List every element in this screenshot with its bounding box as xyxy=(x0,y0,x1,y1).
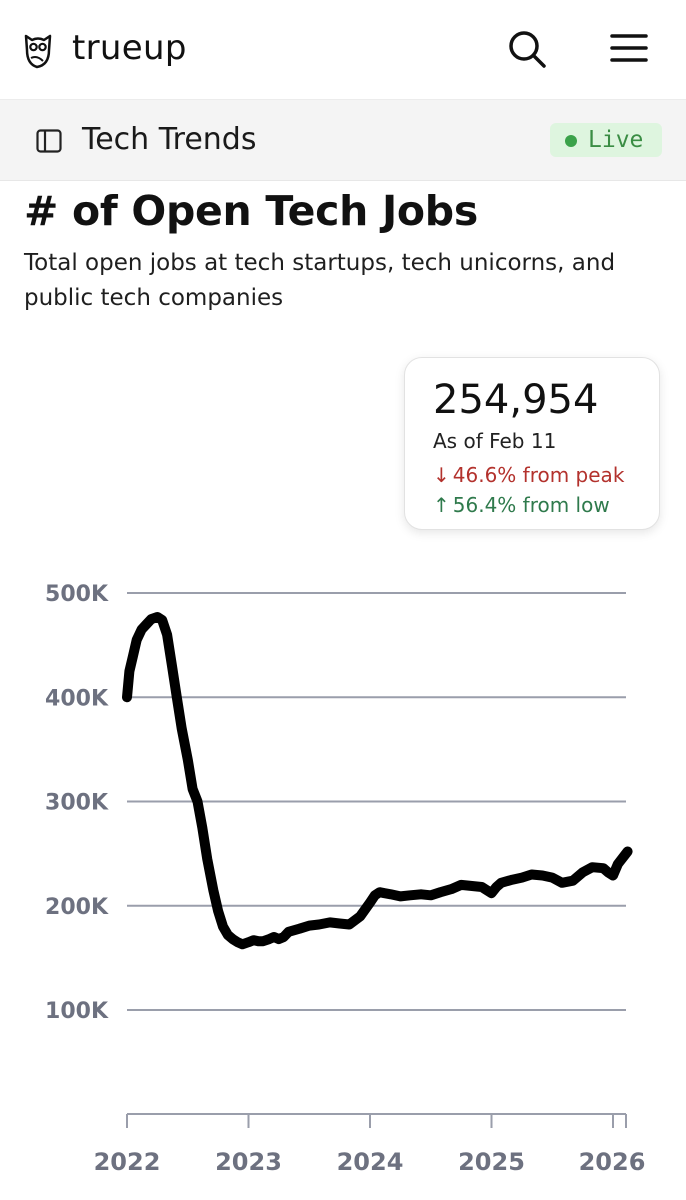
current-value-card: 254,954 As of Feb 11 ↓ 46.6% from peak ↑ 5… xyxy=(404,357,660,530)
current-open-jobs-value: 254,954 xyxy=(433,377,599,423)
hamburger-menu-icon[interactable] xyxy=(610,32,648,64)
x-tick-label: 2025 xyxy=(458,1148,525,1176)
change-from-low: ↑ 56.4% from low xyxy=(433,492,610,518)
arrow-up-icon: ↑ xyxy=(433,493,450,517)
open-jobs-series-line xyxy=(122,612,633,950)
live-dot-icon xyxy=(565,135,577,147)
change-from-peak: ↓ 46.6% from peak xyxy=(433,462,624,488)
y-tick-label: 200K xyxy=(45,895,109,920)
x-tick-label: 2024 xyxy=(337,1148,404,1176)
live-label: Live xyxy=(588,127,644,153)
sidebar-panel-icon[interactable] xyxy=(36,129,62,153)
change-from-low-text: 56.4% from low xyxy=(452,493,610,517)
top-navigation-bar: trueup xyxy=(0,0,686,100)
page-title: # of Open Tech Jobs xyxy=(24,187,478,235)
x-tick-label: 2023 xyxy=(215,1148,282,1176)
live-status-badge: Live xyxy=(550,123,662,157)
y-tick-label: 300K xyxy=(45,791,109,816)
x-tick-label: 2022 xyxy=(94,1148,161,1176)
arrow-down-icon: ↓ xyxy=(433,463,450,487)
search-icon[interactable] xyxy=(506,28,548,70)
change-from-peak-text: 46.6% from peak xyxy=(452,463,625,487)
y-tick-label: 500K xyxy=(45,582,109,607)
y-tick-label: 100K xyxy=(45,999,109,1024)
as-of-date: As of Feb 11 xyxy=(433,429,557,453)
section-title: Tech Trends xyxy=(82,122,257,157)
owl-logo-icon[interactable] xyxy=(22,30,54,70)
brand-name[interactable]: trueup xyxy=(72,28,187,68)
page-subtitle: Total open jobs at tech startups, tech u… xyxy=(24,250,616,311)
x-tick-label: 2026 xyxy=(579,1148,646,1176)
y-tick-label: 400K xyxy=(45,686,109,711)
